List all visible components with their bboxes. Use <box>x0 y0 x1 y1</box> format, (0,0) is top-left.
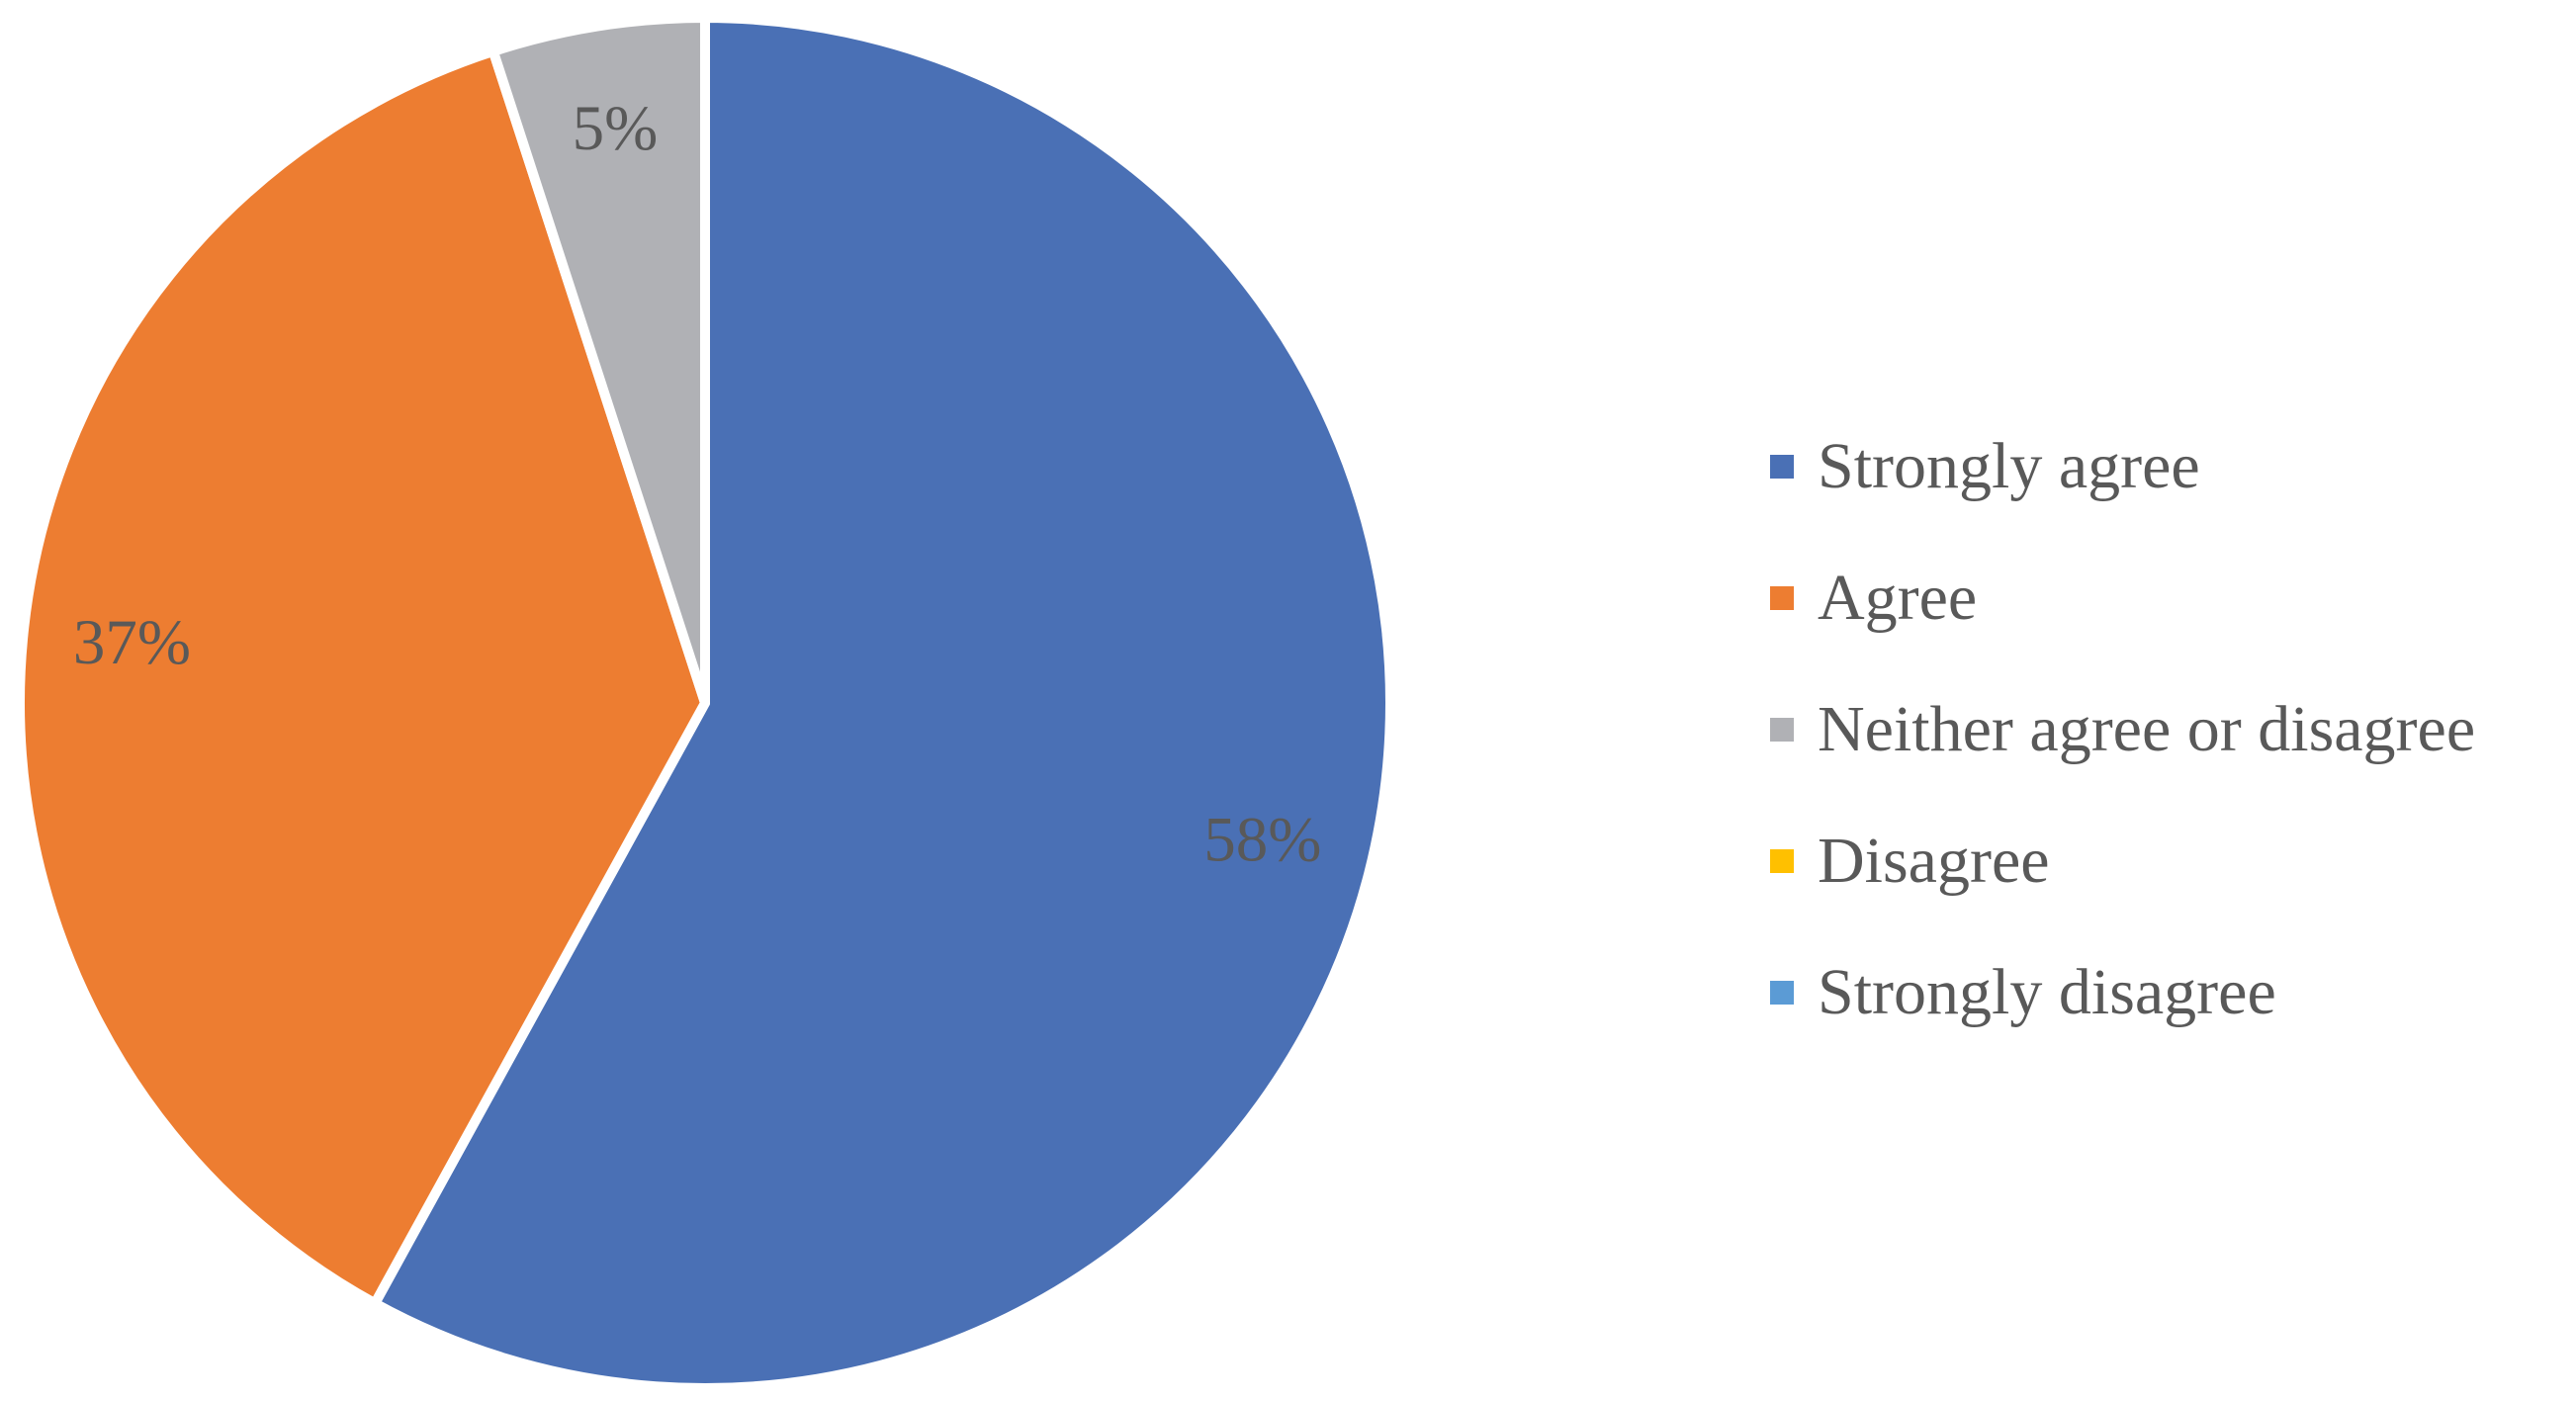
legend-item: Agree <box>1770 532 2475 663</box>
pie-slice-neither-agree-or-disagree <box>488 13 710 708</box>
pie-slices <box>15 13 1396 1393</box>
pie-slice-strongly-agree <box>370 13 1396 1393</box>
legend-swatch <box>1770 848 1794 873</box>
legend-label: Neither agree or disagree <box>1818 692 2476 765</box>
pie-data-labels: 58% 37% 5% <box>73 93 1322 876</box>
data-label-agree: 37% <box>73 607 191 678</box>
legend-swatch <box>1770 454 1794 479</box>
legend-swatch <box>1770 585 1794 610</box>
data-label-neither-agree-or-disagree: 5% <box>573 93 659 164</box>
legend-label: Strongly disagree <box>1818 955 2276 1028</box>
legend-item: Strongly agree <box>1770 400 2475 532</box>
legend-swatch <box>1770 717 1794 742</box>
data-label-strongly-agree: 58% <box>1203 805 1321 876</box>
legend-item: Disagree <box>1770 795 2475 926</box>
chart-legend: Strongly agree Agree Neither agree or disa… <box>1770 400 2475 1058</box>
pie-slice-agree <box>15 45 710 1309</box>
legend-item: Neither agree or disagree <box>1770 663 2475 795</box>
legend-label: Disagree <box>1818 824 2050 897</box>
legend-label: Agree <box>1818 561 1978 634</box>
legend-item: Strongly disagree <box>1770 926 2475 1058</box>
legend-label: Strongly agree <box>1818 429 2200 502</box>
legend-swatch <box>1770 980 1794 1005</box>
